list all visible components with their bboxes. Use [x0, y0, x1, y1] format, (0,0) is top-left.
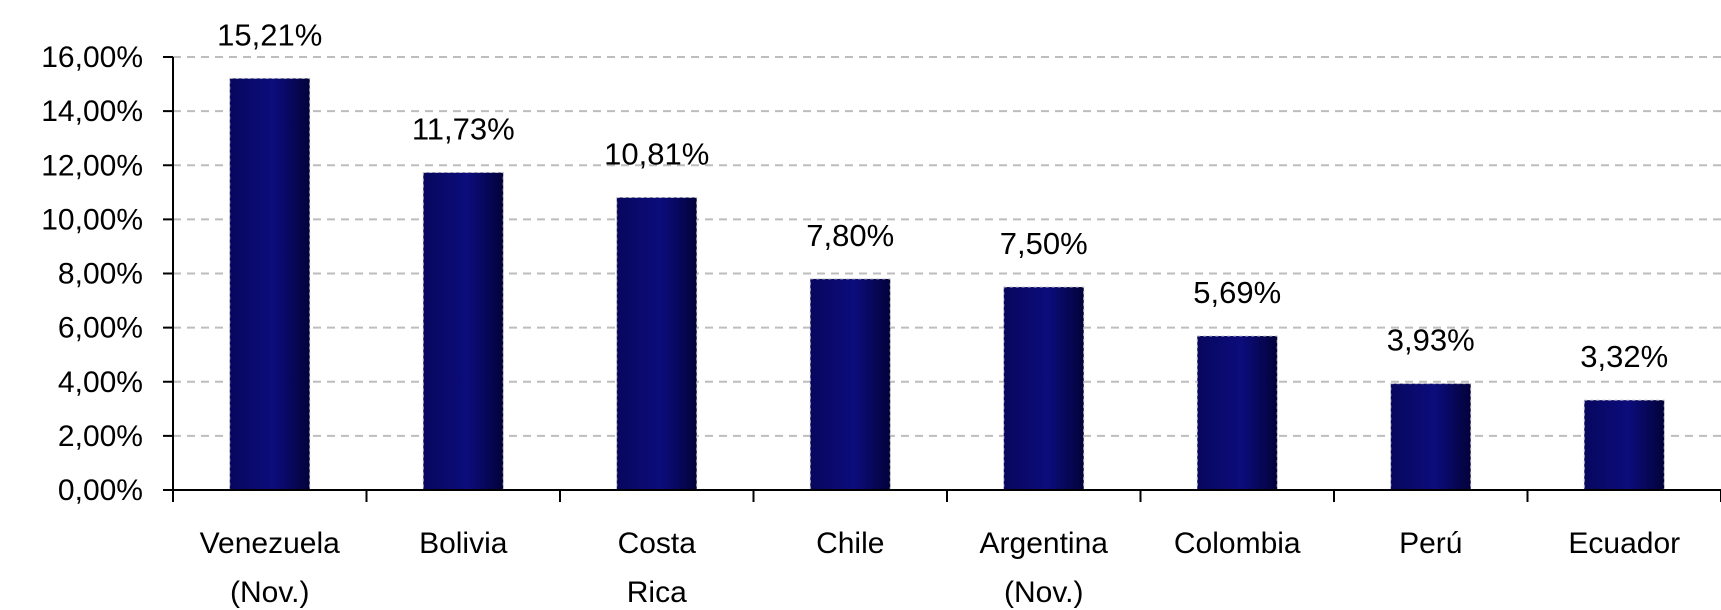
data-label: 3,93% [1387, 323, 1475, 358]
x-category-label: Rica [627, 576, 687, 609]
x-axis-categories: Venezuela (Nov.) Bolivia Costa Rica Chile Arge… [200, 527, 1680, 609]
x-category-label: Costa [618, 527, 697, 560]
bar [616, 196, 698, 491]
data-label: 7,80% [806, 218, 894, 253]
bar [1583, 399, 1665, 491]
data-labels: 15,21% 11,73% 10,81% 7,80% 7,50% 5,69% 3,93% 3,… [217, 17, 1668, 374]
y-tick-label: 12,00% [41, 149, 143, 182]
y-tick-label: 10,00% [41, 203, 143, 236]
y-axis-ticks: 0,00% 2,00% 4,00% 6,00% 8,00% 10,00% 12,00% 14,… [41, 41, 143, 507]
y-tick-label: 4,00% [58, 366, 143, 399]
x-category-label: Perú [1399, 527, 1462, 560]
bar [809, 278, 891, 491]
bar [229, 77, 311, 491]
bar [1196, 335, 1278, 491]
y-tick-label: 0,00% [58, 474, 143, 507]
data-label: 3,32% [1580, 339, 1668, 374]
bars [229, 77, 1665, 491]
x-category-label: (Nov.) [1004, 576, 1083, 609]
x-category-label: Bolivia [419, 527, 508, 560]
data-label: 7,50% [1000, 226, 1088, 261]
y-tick-label: 6,00% [58, 312, 143, 345]
data-label: 10,81% [604, 136, 709, 171]
x-category-label: Venezuela [200, 527, 340, 560]
x-category-label: Chile [816, 527, 884, 560]
x-category-label: Argentina [980, 527, 1109, 560]
data-label: 15,21% [217, 17, 322, 52]
y-tick-label: 16,00% [41, 41, 143, 74]
y-tick-label: 2,00% [58, 420, 143, 453]
data-label: 5,69% [1193, 275, 1281, 310]
bar [1003, 286, 1085, 491]
x-category-label: Colombia [1174, 527, 1301, 560]
x-category-label: Ecuador [1568, 527, 1680, 560]
axes [163, 56, 1721, 502]
bar [422, 172, 504, 491]
x-category-label: (Nov.) [230, 576, 309, 609]
data-label: 11,73% [412, 112, 515, 147]
gridlines [173, 56, 1721, 437]
y-tick-label: 14,00% [41, 95, 143, 128]
bar [1390, 383, 1472, 491]
y-tick-label: 8,00% [58, 258, 143, 291]
